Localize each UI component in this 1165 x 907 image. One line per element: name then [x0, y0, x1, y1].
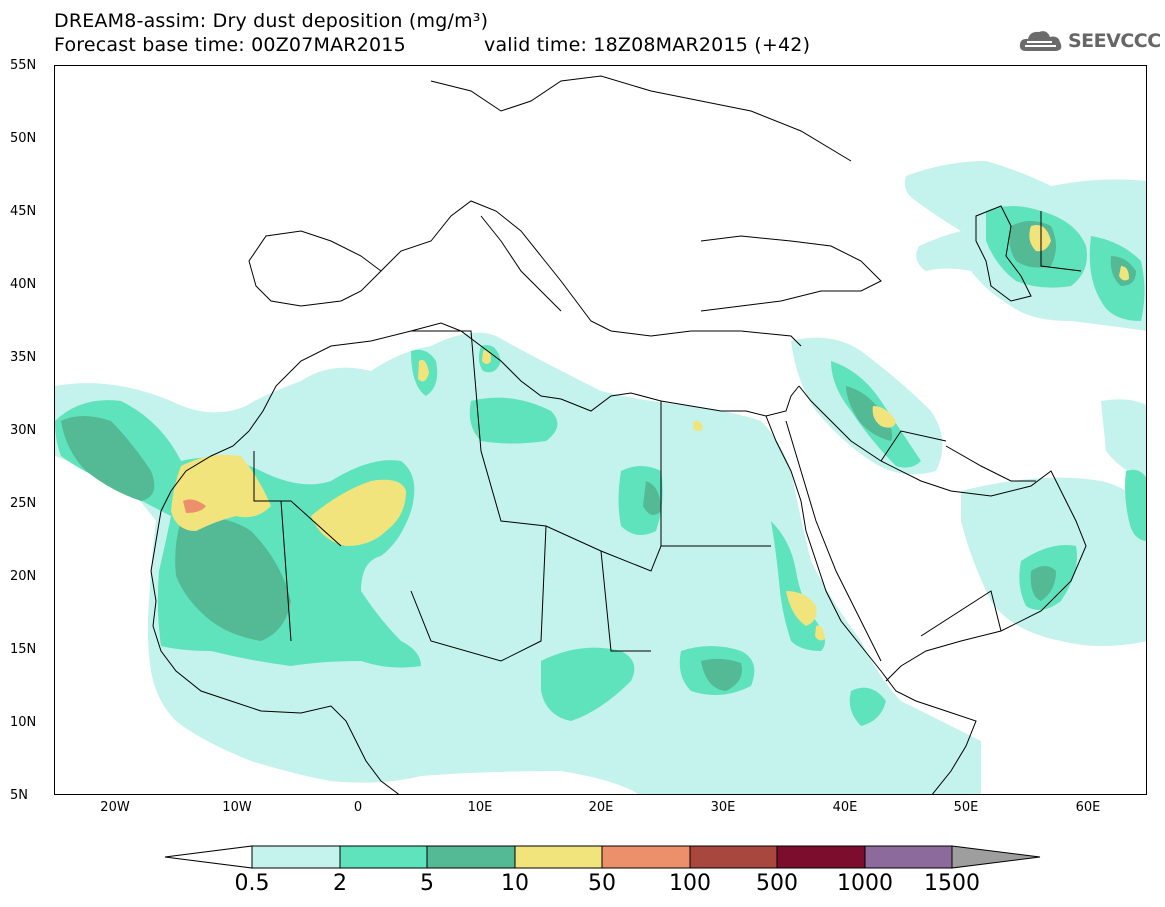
- colorbar-label-0-5: 0.5: [234, 871, 270, 896]
- lat-tick-10n: 10N: [10, 715, 37, 730]
- colorbar-bin-8: [864, 845, 953, 869]
- lon-tick-60e: 60E: [1075, 800, 1101, 815]
- seevccc-logo: SEEVCCC: [1018, 27, 1161, 55]
- deposition-level-5: [183, 499, 206, 513]
- colorbar-bin-5: [601, 845, 691, 869]
- valid-time: valid time: 18Z08MAR2015 (+42): [484, 34, 811, 56]
- colorbar-bin-6: [689, 845, 778, 869]
- colorbar-label-50: 50: [588, 871, 616, 896]
- logo-text: SEEVCCC: [1068, 30, 1161, 52]
- lon-tick-50e: 50E: [953, 800, 979, 815]
- colorbar-label-500: 500: [756, 871, 798, 896]
- colorbar-label-100: 100: [669, 871, 711, 896]
- colorbar-bin-4: [514, 845, 603, 869]
- colorbar-label-2: 2: [333, 871, 347, 896]
- forecast-base-time: Forecast base time: 00Z07MAR2015: [54, 34, 406, 56]
- map-canvas: [55, 75, 1146, 794]
- lat-tick-35n: 35N: [10, 350, 37, 365]
- colorbar-label-1000: 1000: [837, 871, 893, 896]
- lat-tick-45n: 45N: [10, 204, 37, 219]
- colorbar-bin-1: [251, 845, 341, 869]
- lon-tick-40e: 40E: [832, 800, 858, 815]
- dust-deposition-map: [54, 65, 1147, 795]
- colorbar-label-1500: 1500: [924, 871, 980, 896]
- lon-tick-0: 0: [353, 800, 363, 815]
- colorbar-label-5: 5: [420, 871, 434, 896]
- colorbar-arrow-low: [164, 845, 253, 869]
- colorbar-arrow-high: [951, 845, 1041, 869]
- lat-tick-55n: 55N: [10, 58, 37, 73]
- colorbar-label-10: 10: [501, 871, 529, 896]
- colorbar-bin-7: [776, 845, 866, 869]
- lat-tick-30n: 30N: [10, 423, 37, 438]
- lat-tick-5n: 5N: [10, 788, 28, 803]
- colorbar-bin-2: [339, 845, 428, 869]
- lat-tick-25n: 25N: [10, 496, 37, 511]
- lat-tick-50n: 50N: [10, 131, 37, 146]
- lat-tick-15n: 15N: [10, 642, 37, 657]
- colorbar-bin-3: [426, 845, 516, 869]
- lat-tick-40n: 40N: [10, 277, 37, 292]
- lon-tick-30e: 30E: [710, 800, 736, 815]
- lon-tick-20e: 20E: [588, 800, 614, 815]
- map-title: DREAM8-assim: Dry dust deposition (mg/m³…: [54, 10, 489, 32]
- coastlines-and-borders: [150, 75, 1087, 794]
- lon-tick-10w: 10W: [222, 800, 252, 815]
- deposition-level-4: [171, 225, 1129, 641]
- lon-tick-20w: 20W: [100, 800, 130, 815]
- lon-tick-10e: 10E: [467, 800, 493, 815]
- cloud-icon: [1019, 31, 1062, 51]
- deposition-level-3: [61, 221, 1136, 691]
- lat-tick-20n: 20N: [10, 569, 37, 584]
